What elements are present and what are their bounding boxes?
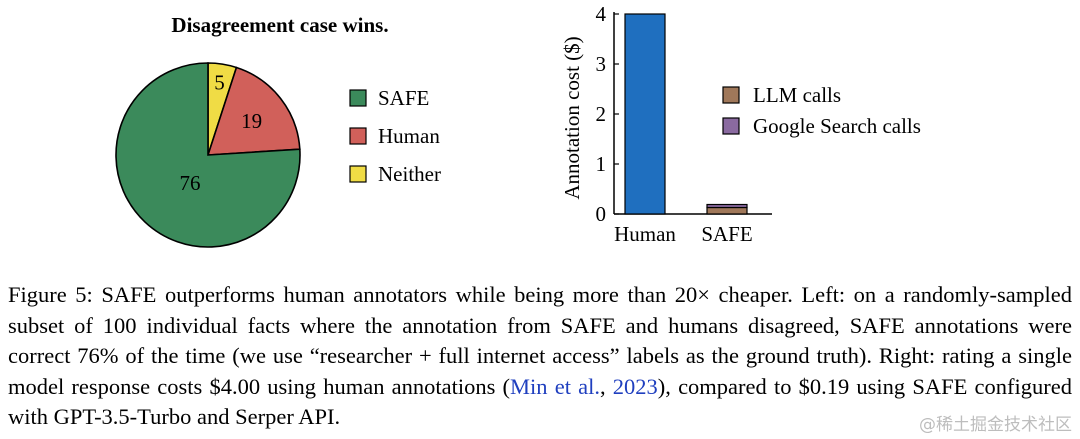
legend-swatch [722, 117, 740, 135]
bar-y-axis-label: Annotation cost ($) [560, 36, 584, 199]
caption-text: Figure 5: SAFE outperforms human annotat… [8, 282, 1072, 399]
legend-label: Google Search calls [753, 114, 921, 138]
legend-label: Neither [378, 162, 441, 186]
figure-caption: Figure 5: SAFE outperforms human annotat… [8, 280, 1072, 433]
bar-human-total [624, 13, 666, 215]
bar-marks [624, 13, 748, 215]
pie-chart-title: Disagreement case wins. [171, 13, 388, 37]
watermark: @稀土掘金技术社区 [919, 415, 1072, 435]
legend-swatch-safe [349, 89, 367, 107]
pie-slice-label: 76 [180, 171, 201, 195]
legend-swatch-human [349, 127, 367, 145]
bar-safe-google-search-calls [706, 203, 748, 209]
bar-safe-llm-calls [706, 206, 748, 215]
legend-label: SAFE [378, 86, 429, 110]
pie-slice-labels: 5 19 76 [180, 70, 263, 195]
bar-legend: LLM calls Google Search calls [722, 83, 921, 138]
citation-author[interactable]: Min et al. [510, 373, 600, 399]
legend-swatch [722, 86, 740, 104]
pie-slice-label: 5 [214, 70, 225, 94]
pie-legend: SAFE Human Neither [349, 86, 441, 186]
pie-slices [115, 62, 301, 248]
citation-year[interactable]: 2023 [612, 373, 658, 399]
pie-slice-safe [115, 62, 301, 248]
pie-chart: Disagreement case wins. 5 19 76 SAFE Human N… [115, 13, 441, 248]
legend-swatch-neither [349, 165, 367, 183]
caption-text-end: ), compared to $0.19 using SAFE configur… [8, 373, 1072, 430]
y-tick-label: 2 [596, 102, 607, 126]
x-tick-label: Human [614, 222, 676, 246]
pie-slice-label: 19 [241, 109, 262, 133]
y-tick-label: 0 [596, 202, 607, 226]
y-tick-label: 4 [596, 2, 607, 26]
pie-slice-human [206, 66, 301, 156]
bar-chart: 0 1 2 3 4 Human SAFE Annotation cost ($) LLM c… [560, 2, 921, 246]
legend-label: Human [378, 124, 440, 148]
y-tick-label: 3 [596, 52, 607, 76]
bar-tick-labels: 0 1 2 3 4 Human SAFE [596, 2, 753, 246]
citation-separator: , [599, 373, 613, 399]
legend-label: LLM calls [753, 83, 841, 107]
y-tick-label: 1 [596, 152, 607, 176]
x-tick-label: SAFE [701, 222, 752, 246]
